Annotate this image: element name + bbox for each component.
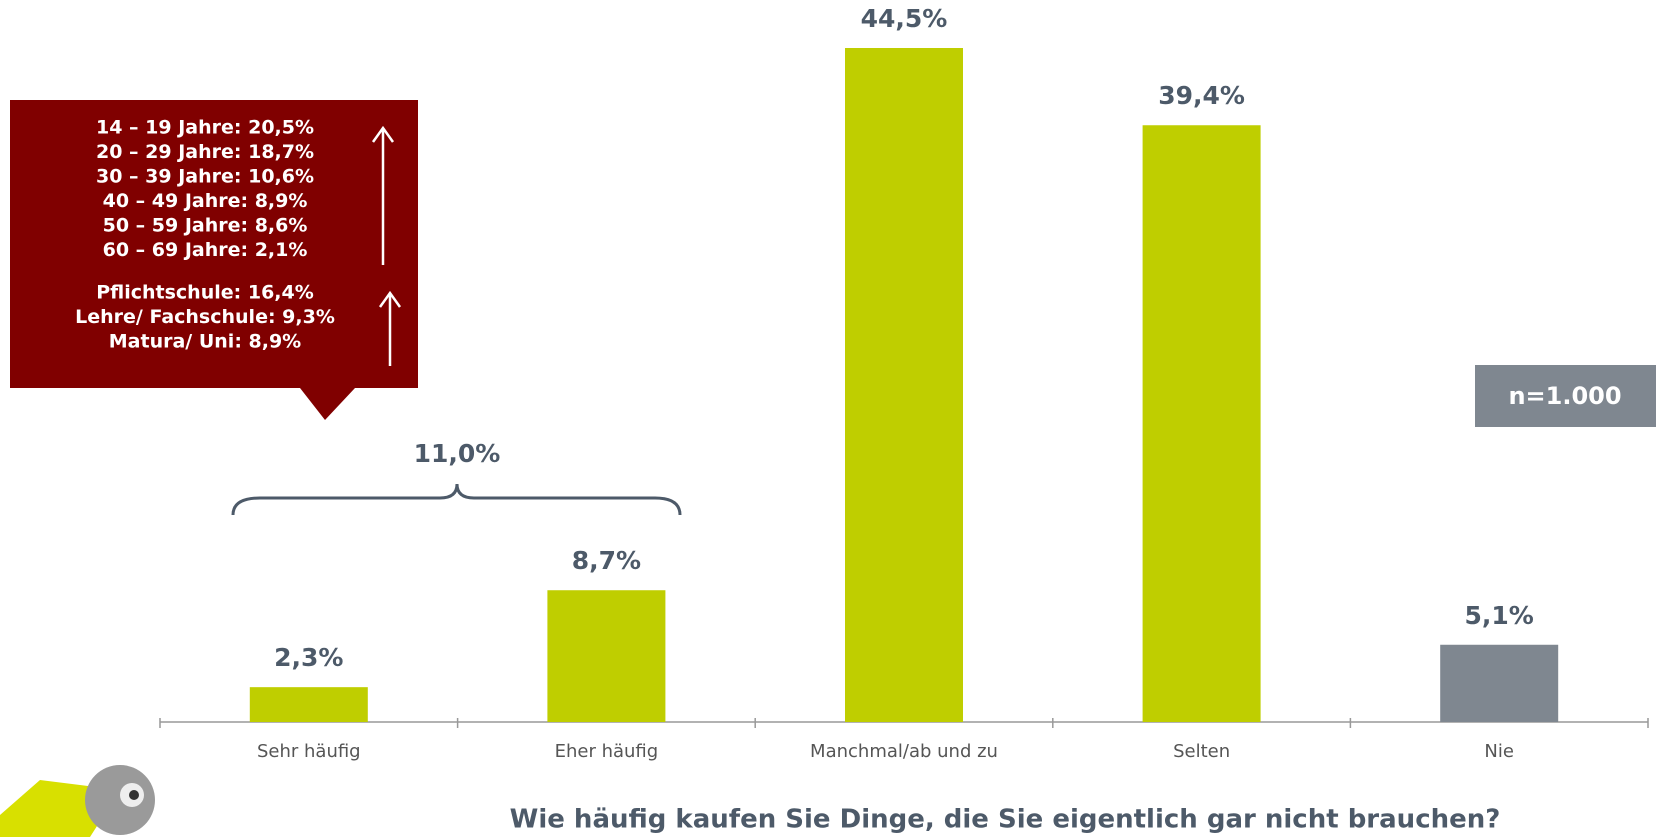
x-tick-label: Selten	[1173, 741, 1230, 762]
bracket-label: 11,0%	[414, 439, 501, 468]
bar	[845, 48, 963, 722]
callout-line: Pflichtschule: 16,4%	[96, 282, 314, 304]
callout-line: 40 – 49 Jahre: 8,9%	[103, 190, 308, 212]
callout-line: 50 – 59 Jahre: 8,6%	[103, 215, 308, 237]
bar	[1143, 125, 1261, 722]
chart: 14 – 19 Jahre: 20,5%20 – 29 Jahre: 18,7%…	[0, 0, 1656, 837]
bar	[547, 590, 665, 722]
callout-line: 20 – 29 Jahre: 18,7%	[96, 141, 314, 163]
callout-text: 14 – 19 Jahre: 20,5%20 – 29 Jahre: 18,7%…	[75, 117, 335, 353]
bar	[250, 687, 368, 722]
x-tick-label: Manchmal/ab und zu	[810, 741, 998, 762]
sample-size: n=1.000	[1508, 382, 1621, 410]
chart-title: Wie häufig kaufen Sie Dinge, die Sie eig…	[510, 805, 1501, 835]
callout-line: 14 – 19 Jahre: 20,5%	[96, 117, 314, 139]
bar	[1440, 645, 1558, 722]
mascot	[0, 765, 155, 837]
value-label: 44,5%	[861, 4, 948, 33]
callout-line: 30 – 39 Jahre: 10,6%	[96, 166, 314, 188]
callout-line: Matura/ Uni: 8,9%	[109, 331, 301, 353]
value-label: 5,1%	[1465, 601, 1534, 630]
x-tick-label: Sehr häufig	[257, 741, 361, 762]
x-tick-label: Eher häufig	[555, 741, 659, 762]
value-label: 2,3%	[274, 643, 343, 672]
value-label: 39,4%	[1158, 81, 1245, 110]
bracket	[233, 484, 680, 515]
value-label: 8,7%	[572, 546, 641, 575]
callout-line: 60 – 69 Jahre: 2,1%	[103, 239, 308, 261]
callout-line: Lehre/ Fachschule: 9,3%	[75, 306, 335, 328]
x-tick-label: Nie	[1484, 741, 1514, 762]
